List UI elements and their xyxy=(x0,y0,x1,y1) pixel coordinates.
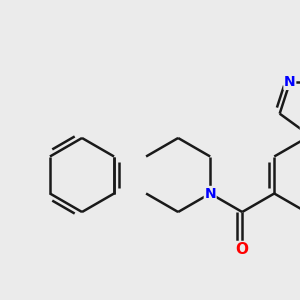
Text: O: O xyxy=(236,242,249,256)
Text: N: N xyxy=(204,187,216,200)
Text: N: N xyxy=(284,75,296,89)
